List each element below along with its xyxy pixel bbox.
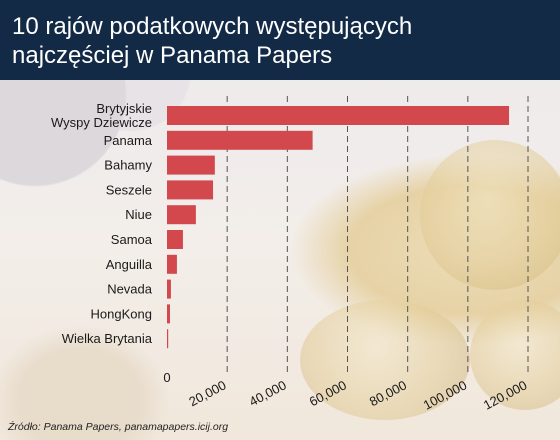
chart-title: 10 rajów podatkowych występujących najcz… bbox=[12, 12, 552, 70]
chart-title-line-2: najczęściej w Panama Papers bbox=[12, 42, 333, 69]
bars bbox=[167, 106, 510, 349]
x-tick-label: 40,000 bbox=[247, 377, 289, 409]
source-note: Źródło: Panama Papers, panamapapers.icij… bbox=[8, 421, 229, 433]
x-tick-label: 20,000 bbox=[186, 377, 228, 409]
bar bbox=[167, 254, 177, 274]
x-tick-label: 80,000 bbox=[367, 377, 409, 409]
bar bbox=[167, 130, 313, 150]
x-tick-label: 0 bbox=[163, 370, 170, 385]
chart-title-line-1: 10 rajów podatkowych występujących bbox=[12, 13, 413, 40]
category-label: Panama bbox=[104, 133, 153, 148]
category-label: HongKong bbox=[91, 306, 152, 321]
category-label: Nevada bbox=[107, 282, 153, 297]
category-label: Samoa bbox=[111, 232, 153, 247]
bar bbox=[167, 205, 196, 225]
category-label: Brytyjskie Wyspy Dziewicze bbox=[51, 101, 152, 130]
x-tick-label: 120,000 bbox=[481, 377, 530, 412]
bar bbox=[167, 230, 183, 249]
bar bbox=[167, 180, 214, 200]
coin-decoration bbox=[470, 300, 560, 410]
bar bbox=[167, 155, 215, 175]
x-tick-label: 100,000 bbox=[421, 377, 470, 412]
x-tick-labels: 0 20,000 40,000 60,000 80,000 100,000 120,000 bbox=[163, 370, 529, 413]
category-label: Anguilla bbox=[106, 257, 153, 272]
category-label: Niue bbox=[125, 207, 152, 222]
category-label: Wielka Brytania bbox=[62, 331, 153, 346]
category-labels: Brytyjskie Wyspy Dziewicze Panama Bahamy Ses… bbox=[51, 101, 153, 346]
title-bar: 10 rajów podatkowych występujących najcz… bbox=[0, 0, 560, 80]
bar bbox=[167, 279, 171, 299]
category-label: Bahamy bbox=[104, 158, 152, 173]
category-label: Seszele bbox=[106, 182, 152, 197]
bar bbox=[167, 304, 171, 324]
coin-decoration bbox=[420, 140, 560, 290]
bar bbox=[167, 106, 510, 125]
x-tick-label: 60,000 bbox=[307, 377, 349, 409]
bar bbox=[167, 329, 169, 349]
coin-decoration bbox=[300, 300, 470, 420]
